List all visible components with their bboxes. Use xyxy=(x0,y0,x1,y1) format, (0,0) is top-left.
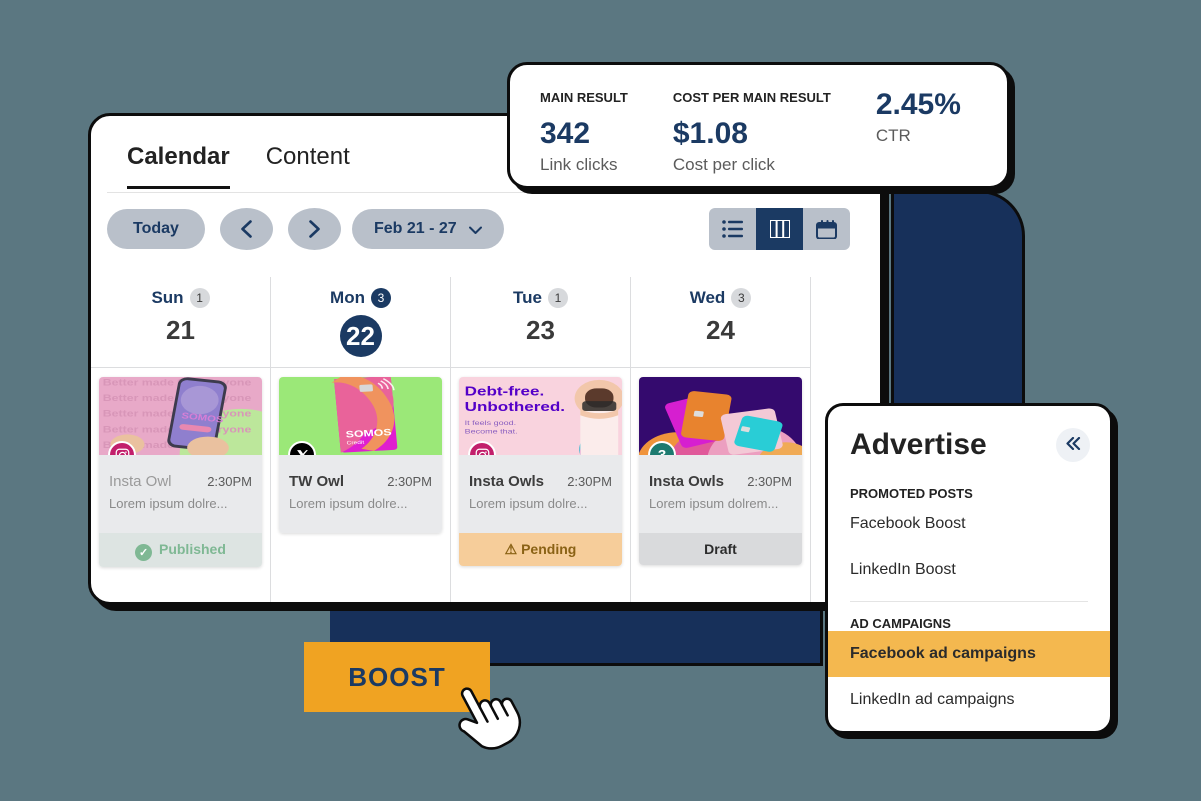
svg-text:Become that.: Become that. xyxy=(465,428,518,436)
svg-text:Debt-free.: Debt-free. xyxy=(465,384,545,398)
svg-text:It feels good.: It feels good. xyxy=(465,419,516,427)
svg-text:Better made for everyone: Better made for everyone xyxy=(103,378,252,388)
svg-text:Unbothered.: Unbothered. xyxy=(465,400,565,414)
svg-text:Credit: Credit xyxy=(346,440,365,446)
